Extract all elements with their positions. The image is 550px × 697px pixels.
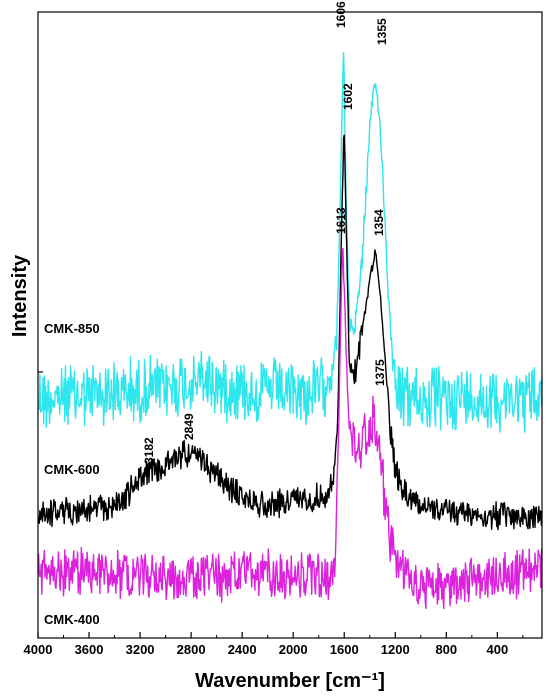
x-axis-title: Wavenumber [cm⁻¹] [195,670,385,692]
series-line-cmk-400 [37,247,543,610]
series-line-cmk-850 [37,51,543,433]
y-axis-title: Intensity [9,254,31,337]
series-cmk-400 [37,247,543,610]
peak-label-1613: 1613 [334,207,348,234]
x-tick-label: 2000 [279,642,308,657]
series-label-cmk-400: CMK-400 [44,612,100,627]
x-tick-label: 1600 [330,642,359,657]
peak-label-1602: 1602 [341,83,355,110]
plot-frame [37,11,543,639]
x-tick-label: 1200 [381,642,410,657]
series-label-cmk-850: CMK-850 [44,321,100,336]
x-tick-label: 3600 [75,642,104,657]
axis-layer [37,11,543,639]
x-tick-label: 2800 [177,642,206,657]
peak-label-1375: 1375 [373,359,387,386]
series-label-cmk-600: CMK-600 [44,462,100,477]
series-line-cmk-600 [37,134,543,531]
x-tick-label: 3200 [126,642,155,657]
x-tick-label: 4000 [24,642,53,657]
x-axis-ticks: 4000 3600 3200 2800 2400 2000 1600 1200 800 400 [24,371,524,657]
peak-label-2849: 2849 [182,413,196,440]
x-tick-label: 2400 [228,642,257,657]
x-tick-label: 800 [435,642,457,657]
peak-label-1355: 1355 [375,18,389,45]
x-tick-label: 400 [486,642,508,657]
peak-label-1606: 1606 [334,1,348,28]
labels-layer: CMK-850 CMK-600 CMK-400 1606 1355 1602 1354 318… [44,1,389,627]
peak-label-3182: 3182 [142,437,156,464]
series-cmk-600 [37,134,543,531]
series-layer [37,51,543,610]
series-cmk-850 [37,51,543,433]
peak-label-1354: 1354 [372,209,386,236]
